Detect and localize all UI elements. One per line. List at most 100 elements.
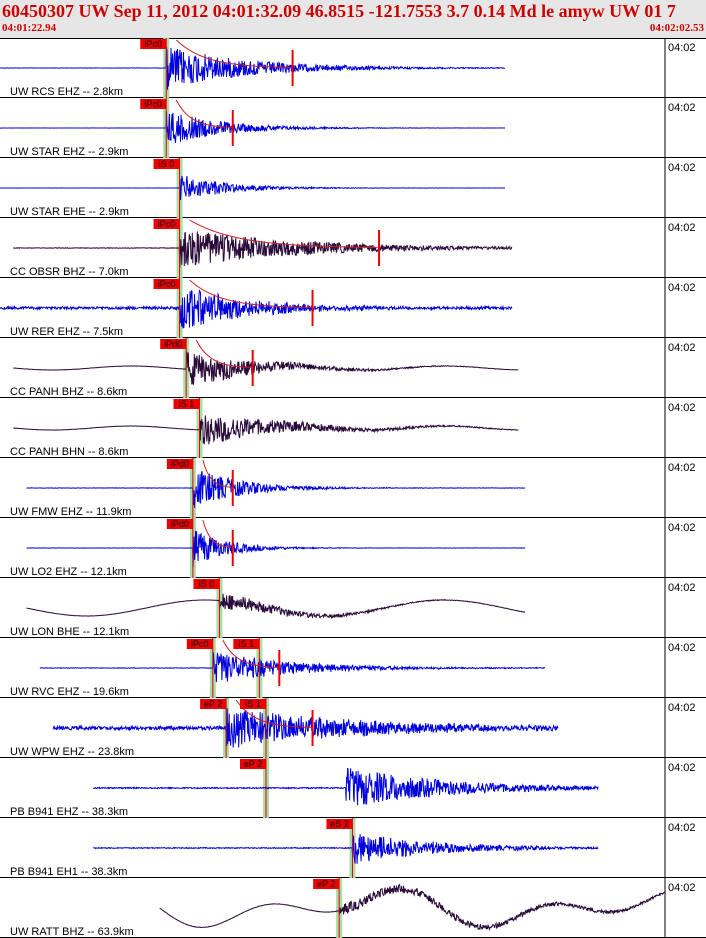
pick-label: iPc0 bbox=[144, 99, 162, 109]
pick-box[interactable] bbox=[240, 759, 266, 769]
trace-panel[interactable]: iS 1 CC PANH BHN -- 8.6km 04:02 bbox=[0, 398, 706, 458]
coda-curve bbox=[222, 639, 279, 668]
pick-label: iPc0 bbox=[158, 219, 176, 229]
coda-curve bbox=[202, 519, 231, 548]
pick-box[interactable] bbox=[153, 219, 180, 229]
event-title: 60450307 UW Sep 11, 2012 04:01:32.09 46.… bbox=[2, 1, 676, 21]
pick-box[interactable] bbox=[313, 879, 340, 889]
coda-curve bbox=[202, 459, 231, 488]
pick-label: iS 1 bbox=[245, 699, 261, 709]
pick-label: iS 0 bbox=[159, 159, 175, 169]
pick-label: iS 1 bbox=[239, 639, 255, 649]
station-label: PB B941 EHZ -- 38.3km bbox=[10, 806, 128, 818]
station-label: CC PANH BHZ -- 8.6km bbox=[10, 386, 127, 398]
waveform-trace bbox=[92, 767, 599, 806]
time-tick-label: 04:02 bbox=[668, 342, 696, 354]
station-label: CC PANH BHN -- 8.6km bbox=[10, 446, 128, 458]
pick-label: eP 2 bbox=[317, 879, 335, 889]
pick-label: iPd0 bbox=[164, 339, 182, 349]
pick-box[interactable] bbox=[166, 519, 193, 529]
pick-box[interactable] bbox=[193, 579, 220, 589]
waveform-trace bbox=[0, 47, 505, 90]
trace-panel[interactable]: iPc0 UW STAR EHZ -- 2.9km 04:02 bbox=[0, 98, 706, 158]
station-label: PB B941 EH1 -- 38.3km bbox=[10, 866, 127, 878]
pick-label: eS 2 bbox=[330, 819, 349, 829]
waveform-trace bbox=[93, 834, 599, 864]
waveform-trace bbox=[13, 231, 513, 268]
time-tick-label: 04:02 bbox=[668, 162, 696, 174]
coda-curve bbox=[189, 219, 378, 248]
coda-curve bbox=[175, 39, 293, 68]
pick-label: eP 2 bbox=[244, 759, 262, 769]
time-tick-label: 04:02 bbox=[668, 582, 696, 594]
trace-panel[interactable]: iPc0 iS 1 UW RVC EHZ -- 19.6km 04:02 bbox=[0, 638, 706, 698]
window-start-time: 04:01:22.94 bbox=[2, 22, 57, 34]
time-tick-label: 04:02 bbox=[668, 222, 696, 234]
waveform-trace bbox=[159, 883, 665, 932]
header-bar: 60450307 UW Sep 11, 2012 04:01:32.09 46.… bbox=[0, 0, 706, 39]
pick-label: iPc0 bbox=[191, 639, 209, 649]
trace-panel[interactable]: iPc0 CC OBSR BHZ -- 7.0km 04:02 bbox=[0, 218, 706, 278]
time-tick-label: 04:02 bbox=[668, 462, 696, 474]
pick-box[interactable] bbox=[326, 819, 353, 829]
pick-box[interactable] bbox=[153, 279, 180, 289]
station-label: UW RCS EHZ -- 2.8km bbox=[10, 86, 123, 98]
time-tick-label: 04:02 bbox=[668, 822, 696, 834]
station-label: UW RATT BHZ -- 63.9km bbox=[10, 926, 134, 938]
pick-box[interactable] bbox=[160, 339, 187, 349]
time-tick-label: 04:02 bbox=[668, 402, 696, 414]
trace-panel[interactable]: eP 2 UW RATT BHZ -- 63.9km 04:02 bbox=[0, 878, 706, 938]
pick-box[interactable] bbox=[140, 39, 167, 49]
station-label: UW RER EHZ -- 7.5km bbox=[10, 326, 123, 338]
trace-panel[interactable]: iPd0 UW LO2 EHZ -- 12.1km 04:02 bbox=[0, 518, 706, 578]
coda-curve bbox=[175, 99, 233, 128]
time-tick-label: 04:02 bbox=[668, 762, 696, 774]
coda-curve bbox=[235, 699, 313, 728]
window-end-time: 04:02:02.53 bbox=[649, 22, 704, 34]
waveform-trace bbox=[13, 351, 519, 385]
pick-box[interactable] bbox=[200, 699, 227, 709]
trace-panel[interactable]: eS 2 PB B941 EH1 -- 38.3km 04:02 bbox=[0, 818, 706, 878]
time-tick-label: 04:02 bbox=[668, 282, 696, 294]
pick-box[interactable] bbox=[186, 639, 213, 649]
waveform-trace bbox=[52, 708, 559, 748]
waveform-trace bbox=[13, 415, 519, 445]
station-label: UW WPW EHZ -- 23.8km bbox=[10, 746, 134, 758]
coda-curve bbox=[189, 279, 312, 308]
waveform-trace bbox=[26, 593, 526, 620]
pick-box[interactable] bbox=[140, 99, 167, 109]
pick-label: iPd0 bbox=[171, 459, 189, 469]
station-label: CC OBSR BHZ -- 7.0km bbox=[10, 266, 129, 278]
pick-label: iS 0 bbox=[199, 579, 215, 589]
time-tick-label: 04:02 bbox=[668, 702, 696, 714]
pick-box[interactable] bbox=[153, 159, 180, 169]
trace-panel[interactable]: iPd0 UW FMW EHZ -- 11.9km 04:02 bbox=[0, 458, 706, 518]
seismogram-panels[interactable]: iPc0 UW RCS EHZ -- 2.8km 04:02 iPc0 UW STAR … bbox=[0, 38, 706, 938]
trace-panel[interactable]: eP 2 iS 1 UW WPW EHZ -- 23.8km 04:02 bbox=[0, 698, 706, 758]
station-label: UW FMW EHZ -- 11.9km bbox=[10, 506, 131, 518]
waveform-trace bbox=[0, 175, 505, 201]
trace-panel[interactable]: iS 0 UW STAR EHE -- 2.9km 04:02 bbox=[0, 158, 706, 218]
waveform-trace bbox=[0, 289, 513, 329]
trace-panel[interactable]: iPc0 UW RER EHZ -- 7.5km 04:02 bbox=[0, 278, 706, 338]
station-label: UW LO2 EHZ -- 12.1km bbox=[10, 566, 127, 578]
trace-panel[interactable]: iS 0 UW LON BHE -- 12.1km 04:02 bbox=[0, 578, 706, 638]
station-label: UW LON BHE -- 12.1km bbox=[10, 626, 129, 638]
pick-box[interactable] bbox=[240, 699, 266, 709]
station-label: UW RVC EHZ -- 19.6km bbox=[10, 686, 129, 698]
trace-panel[interactable]: eP 2 PB B941 EHZ -- 38.3km 04:02 bbox=[0, 758, 706, 818]
time-tick-label: 04:02 bbox=[668, 42, 696, 54]
waveform-trace bbox=[26, 530, 526, 568]
trace-panel[interactable]: iPd0 CC PANH BHZ -- 8.6km 04:02 bbox=[0, 338, 706, 398]
pick-box[interactable] bbox=[173, 399, 200, 409]
pick-label: iPc0 bbox=[144, 39, 162, 49]
waveform-trace bbox=[26, 471, 526, 508]
time-tick-label: 04:02 bbox=[668, 642, 696, 654]
pick-label: iPc0 bbox=[158, 279, 176, 289]
pick-box[interactable] bbox=[233, 639, 260, 649]
trace-panel[interactable]: iPc0 UW RCS EHZ -- 2.8km 04:02 bbox=[0, 38, 706, 98]
time-tick-label: 04:02 bbox=[668, 522, 696, 534]
time-tick-label: 04:02 bbox=[668, 102, 696, 114]
coda-curve bbox=[195, 339, 253, 368]
pick-box[interactable] bbox=[166, 459, 193, 469]
